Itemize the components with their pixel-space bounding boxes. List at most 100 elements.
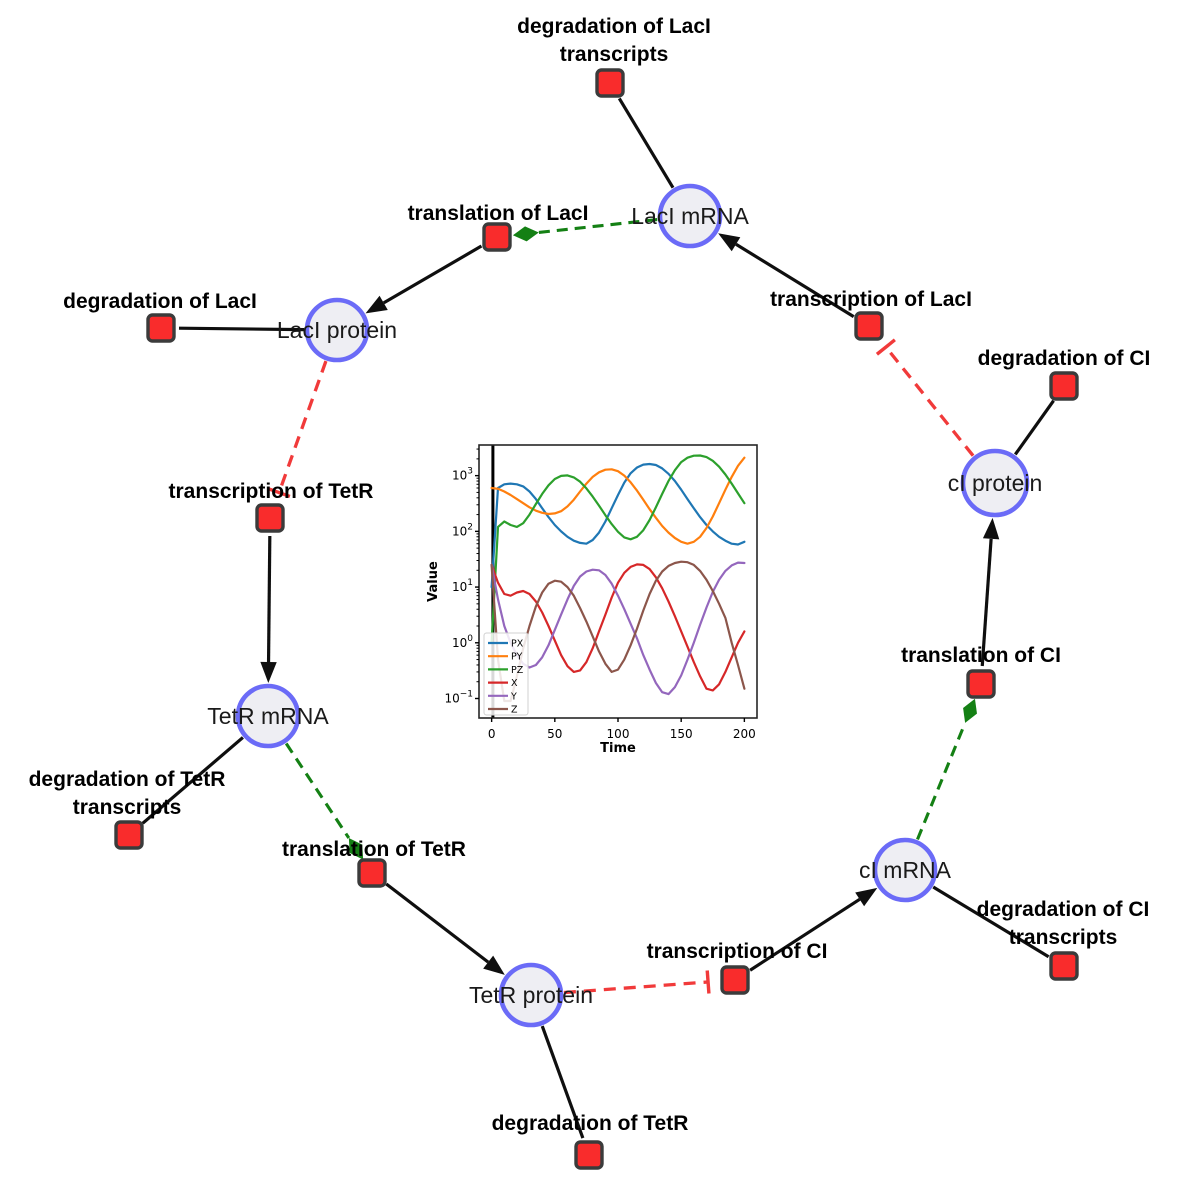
reaction-label-line-deg-tetr-tx-0: degradation of TetR xyxy=(29,768,226,791)
inhibition-tbar-tsc-laci xyxy=(875,338,896,356)
edges-layer xyxy=(141,97,1055,1139)
species-node-ci-protein[interactable] xyxy=(960,448,1030,518)
reaction-label-transl-ci: translation of CI xyxy=(901,644,1061,667)
reaction-label-deg-tetr-tx: degradation of TetR transcripts xyxy=(29,768,226,819)
reaction-node-transl-ci[interactable] xyxy=(966,669,996,699)
species-label-ci-mrna: cI mRNA xyxy=(859,857,952,883)
reaction-node-deg-laci[interactable] xyxy=(146,313,176,343)
reaction-label-deg-tetr: degradation of TetR xyxy=(492,1112,689,1135)
reaction-node-tsc-laci[interactable] xyxy=(854,311,884,341)
reaction-label-deg-ci-tx: degradation of CI transcripts xyxy=(977,898,1150,949)
reaction-label-line-deg-ci-tx-1: transcripts xyxy=(1009,926,1118,949)
edge-deg-laci-tx-laci-mrna xyxy=(617,97,675,189)
series-line-x xyxy=(490,563,746,692)
arrowhead-tetr-protein xyxy=(483,955,505,975)
series-line-pz xyxy=(490,454,746,644)
reaction-node-tsc-ci[interactable] xyxy=(720,965,750,995)
y-tick-label: 103 xyxy=(452,467,473,483)
reaction-label-line-deg-tetr-0: degradation of TetR xyxy=(492,1112,689,1135)
y-tick-base: 10 xyxy=(452,636,467,650)
reaction-label-line-deg-ci-0: degradation of CI xyxy=(978,347,1151,370)
reaction-label-line-tsc-ci-0: transcription of CI xyxy=(647,940,828,963)
edge-deg-ci-ci-protein xyxy=(1013,399,1055,456)
reaction-label-line-deg-laci-tx-0: degradation of LacI xyxy=(517,15,711,38)
y-axis-title: Value xyxy=(426,561,441,602)
edge-tsc-tetr-tetr-mrna xyxy=(266,535,272,663)
edge-tsc-laci-laci-mrna xyxy=(735,242,855,318)
reaction-label-line-tsc-laci-0: transcription of LacI xyxy=(770,288,972,311)
edge-transl-tetr-tetr-protein xyxy=(385,882,490,964)
x-tick-label: 100 xyxy=(607,727,630,741)
reaction-node-deg-laci-tx[interactable] xyxy=(595,68,625,98)
plot-area xyxy=(490,445,746,718)
reaction-label-transl-laci: translation of LacI xyxy=(408,202,589,225)
arrowhead-tetr-mrna xyxy=(260,661,277,684)
y-tick-label: 100 xyxy=(452,634,473,650)
species-node-ci-mrna[interactable] xyxy=(872,837,938,903)
inhibition-tbar-tsc-tetr xyxy=(267,487,291,499)
x-axis-title: Time xyxy=(600,741,636,756)
legend-label-pz: PZ xyxy=(511,665,524,676)
x-tick-label: 200 xyxy=(733,727,756,741)
reaction-node-tsc-tetr[interactable] xyxy=(255,503,285,533)
modifier-diamond-transl-ci xyxy=(963,698,977,723)
legend-label-py: PY xyxy=(511,652,523,663)
y-tick-exp: 2 xyxy=(467,522,473,532)
arrowhead-ci-protein xyxy=(982,517,1000,540)
series-line-px xyxy=(490,462,746,589)
reaction-node-transl-laci[interactable] xyxy=(482,222,512,252)
reaction-label-deg-laci: degradation of LacI xyxy=(63,290,257,313)
reaction-label-line-deg-laci-0: degradation of LacI xyxy=(63,290,257,313)
chart-legend: PX PY PZ XYZ xyxy=(483,632,529,716)
reaction-label-tsc-ci: transcription of CI xyxy=(647,940,828,963)
edge-transl-ci-ci-protein xyxy=(980,538,993,667)
y-tick-base: 10 xyxy=(452,580,467,594)
reaction-label-line-deg-laci-tx-1: transcripts xyxy=(560,43,669,66)
reaction-node-deg-ci-tx[interactable] xyxy=(1049,951,1079,981)
species-label-tetr-mrna: TetR mRNA xyxy=(207,703,329,729)
legend-label-z: Z xyxy=(511,705,518,716)
species-node-laci-protein[interactable] xyxy=(304,297,370,363)
series-line-z xyxy=(490,560,746,703)
x-tick-label: 0 xyxy=(488,727,496,741)
edge-transl-laci-laci-protein xyxy=(382,244,483,305)
species-node-tetr-protein[interactable] xyxy=(498,962,564,1028)
series-line-y xyxy=(490,561,746,696)
edge-tetr-mrna-transl-tetr xyxy=(284,742,351,839)
edge-tetr-protein-tsc-ci xyxy=(563,980,709,995)
edge-deg-tetr-tx-tetr-mrna xyxy=(141,736,244,825)
reaction-node-deg-tetr-tx[interactable] xyxy=(114,820,144,850)
y-tick-label: 101 xyxy=(452,578,473,594)
nodes-layer xyxy=(114,68,1079,1170)
y-tick-label: 102 xyxy=(452,522,473,538)
edge-ci-protein-tsc-laci xyxy=(884,346,975,457)
legend-label-y: Y xyxy=(510,691,517,702)
species-node-laci-mrna[interactable] xyxy=(657,183,723,249)
arrowhead-laci-mrna xyxy=(718,233,741,252)
reaction-node-deg-tetr[interactable] xyxy=(574,1140,604,1170)
reaction-label-tsc-laci: transcription of LacI xyxy=(770,288,972,311)
species-label-laci-mrna: LacI mRNA xyxy=(631,203,749,229)
reaction-node-deg-ci[interactable] xyxy=(1049,371,1079,401)
labels-layer: LacI mRNA LacI protein TetR mRNA TetR prote… xyxy=(29,15,1151,1135)
species-node-tetr-mrna[interactable] xyxy=(235,683,301,749)
edge-tsc-ci-ci-mrna xyxy=(749,897,861,972)
y-tick-exp: 0 xyxy=(467,634,473,644)
reaction-node-transl-tetr[interactable] xyxy=(357,858,387,888)
species-label-laci-protein: LacI protein xyxy=(277,317,397,343)
reaction-label-line-deg-tetr-tx-1: transcripts xyxy=(73,796,182,819)
legend-box xyxy=(483,632,529,716)
species-label-ci-protein: cI protein xyxy=(948,470,1043,496)
reaction-label-line-tsc-tetr-0: transcription of TetR xyxy=(169,480,374,503)
reaction-label-deg-laci-tx: degradation of LacI transcripts xyxy=(517,15,711,66)
legend-label-px: PX xyxy=(511,639,524,650)
reaction-label-line-deg-ci-tx-0: degradation of CI xyxy=(977,898,1150,921)
edge-deg-ci-tx-ci-mrna xyxy=(932,885,1050,959)
reaction-label-deg-ci: degradation of CI xyxy=(978,347,1151,370)
inhibition-tbar-tsc-ci xyxy=(705,970,711,994)
edge-laci-mrna-transl-laci xyxy=(538,218,658,234)
edge-deg-laci-laci-protein xyxy=(178,326,305,332)
edge-deg-tetr-tetr-protein xyxy=(540,1025,585,1139)
